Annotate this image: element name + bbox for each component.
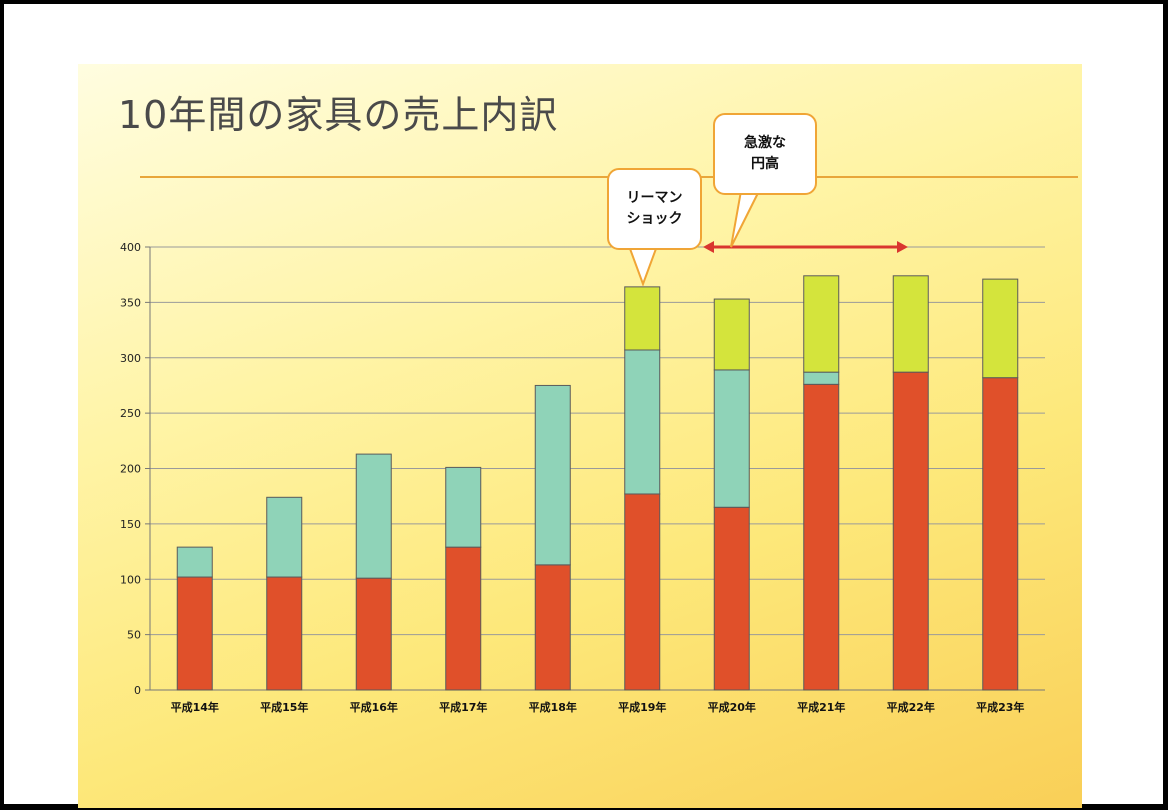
x-tick-label: 平成15年	[260, 700, 308, 714]
y-tick-label: 50	[127, 629, 141, 642]
y-tick-label: 200	[120, 463, 141, 476]
bar-segment-series3	[624, 286, 661, 351]
callout-lehman-box: リーマン ショック	[607, 168, 702, 250]
callout-pointer	[730, 190, 760, 248]
bar-segment-series1	[624, 493, 661, 691]
x-tick-label: 平成17年	[439, 700, 487, 714]
callout-sharp-yen: 急激な 円高	[713, 113, 817, 249]
y-tick-label: 250	[120, 407, 141, 420]
y-tick-label: 300	[120, 352, 141, 365]
x-tick-label: 平成18年	[529, 700, 577, 714]
bar-segment-series2	[534, 384, 571, 566]
bar-segment-series2	[713, 369, 750, 508]
bar-segment-series1	[266, 576, 303, 691]
bar-segment-series2	[624, 349, 661, 495]
bar-segment-series3	[892, 275, 929, 373]
x-tick-label: 平成16年	[350, 700, 398, 714]
x-tick-label: 平成21年	[797, 700, 845, 714]
callout-yen-line1: 急激な	[744, 135, 786, 151]
y-tick-label: 400	[120, 241, 141, 254]
callout-yen-line2: 円高	[751, 156, 779, 172]
y-tick-label: 350	[120, 296, 141, 309]
y-tick-label: 0	[134, 684, 141, 697]
bar-segment-series1	[982, 377, 1019, 691]
y-tick-label: 100	[120, 573, 141, 586]
callout-lehman-shock: リーマン ショック	[607, 168, 702, 286]
range-arrow-head-right	[897, 241, 908, 253]
bar-segment-series2	[445, 466, 482, 548]
bar-segment-series3	[982, 278, 1019, 379]
bar-segment-series1	[534, 564, 571, 691]
slide-title: 10年間の家具の売上内訳	[118, 93, 559, 137]
bar-segment-series1	[445, 546, 482, 691]
callout-yen-box: 急激な 円高	[713, 113, 817, 195]
bar-segment-series2	[266, 496, 303, 578]
bar-segment-series1	[355, 577, 392, 691]
bar-segment-series1	[803, 383, 840, 691]
bar-segment-series2	[355, 453, 392, 579]
x-tick-label: 平成19年	[618, 700, 666, 714]
bar-segment-series1	[713, 506, 750, 691]
bar-segment-series2	[803, 371, 840, 385]
callout-lehman-line1: リーマン	[626, 190, 683, 206]
bar-segment-series1	[176, 576, 213, 691]
x-tick-label: 平成20年	[708, 700, 756, 714]
x-tick-label: 平成14年	[171, 700, 219, 714]
callout-pointer	[628, 245, 658, 286]
callout-lehman-line2: ショック	[626, 211, 683, 227]
y-tick-label: 150	[120, 518, 141, 531]
x-tick-label: 平成22年	[887, 700, 935, 714]
x-tick-label: 平成23年	[976, 700, 1024, 714]
bar-segment-series1	[892, 371, 929, 691]
bar-segment-series3	[713, 298, 750, 371]
range-arrow-head-left	[703, 241, 714, 253]
bar-segment-series2	[176, 546, 213, 578]
bar-segment-series3	[803, 275, 840, 373]
